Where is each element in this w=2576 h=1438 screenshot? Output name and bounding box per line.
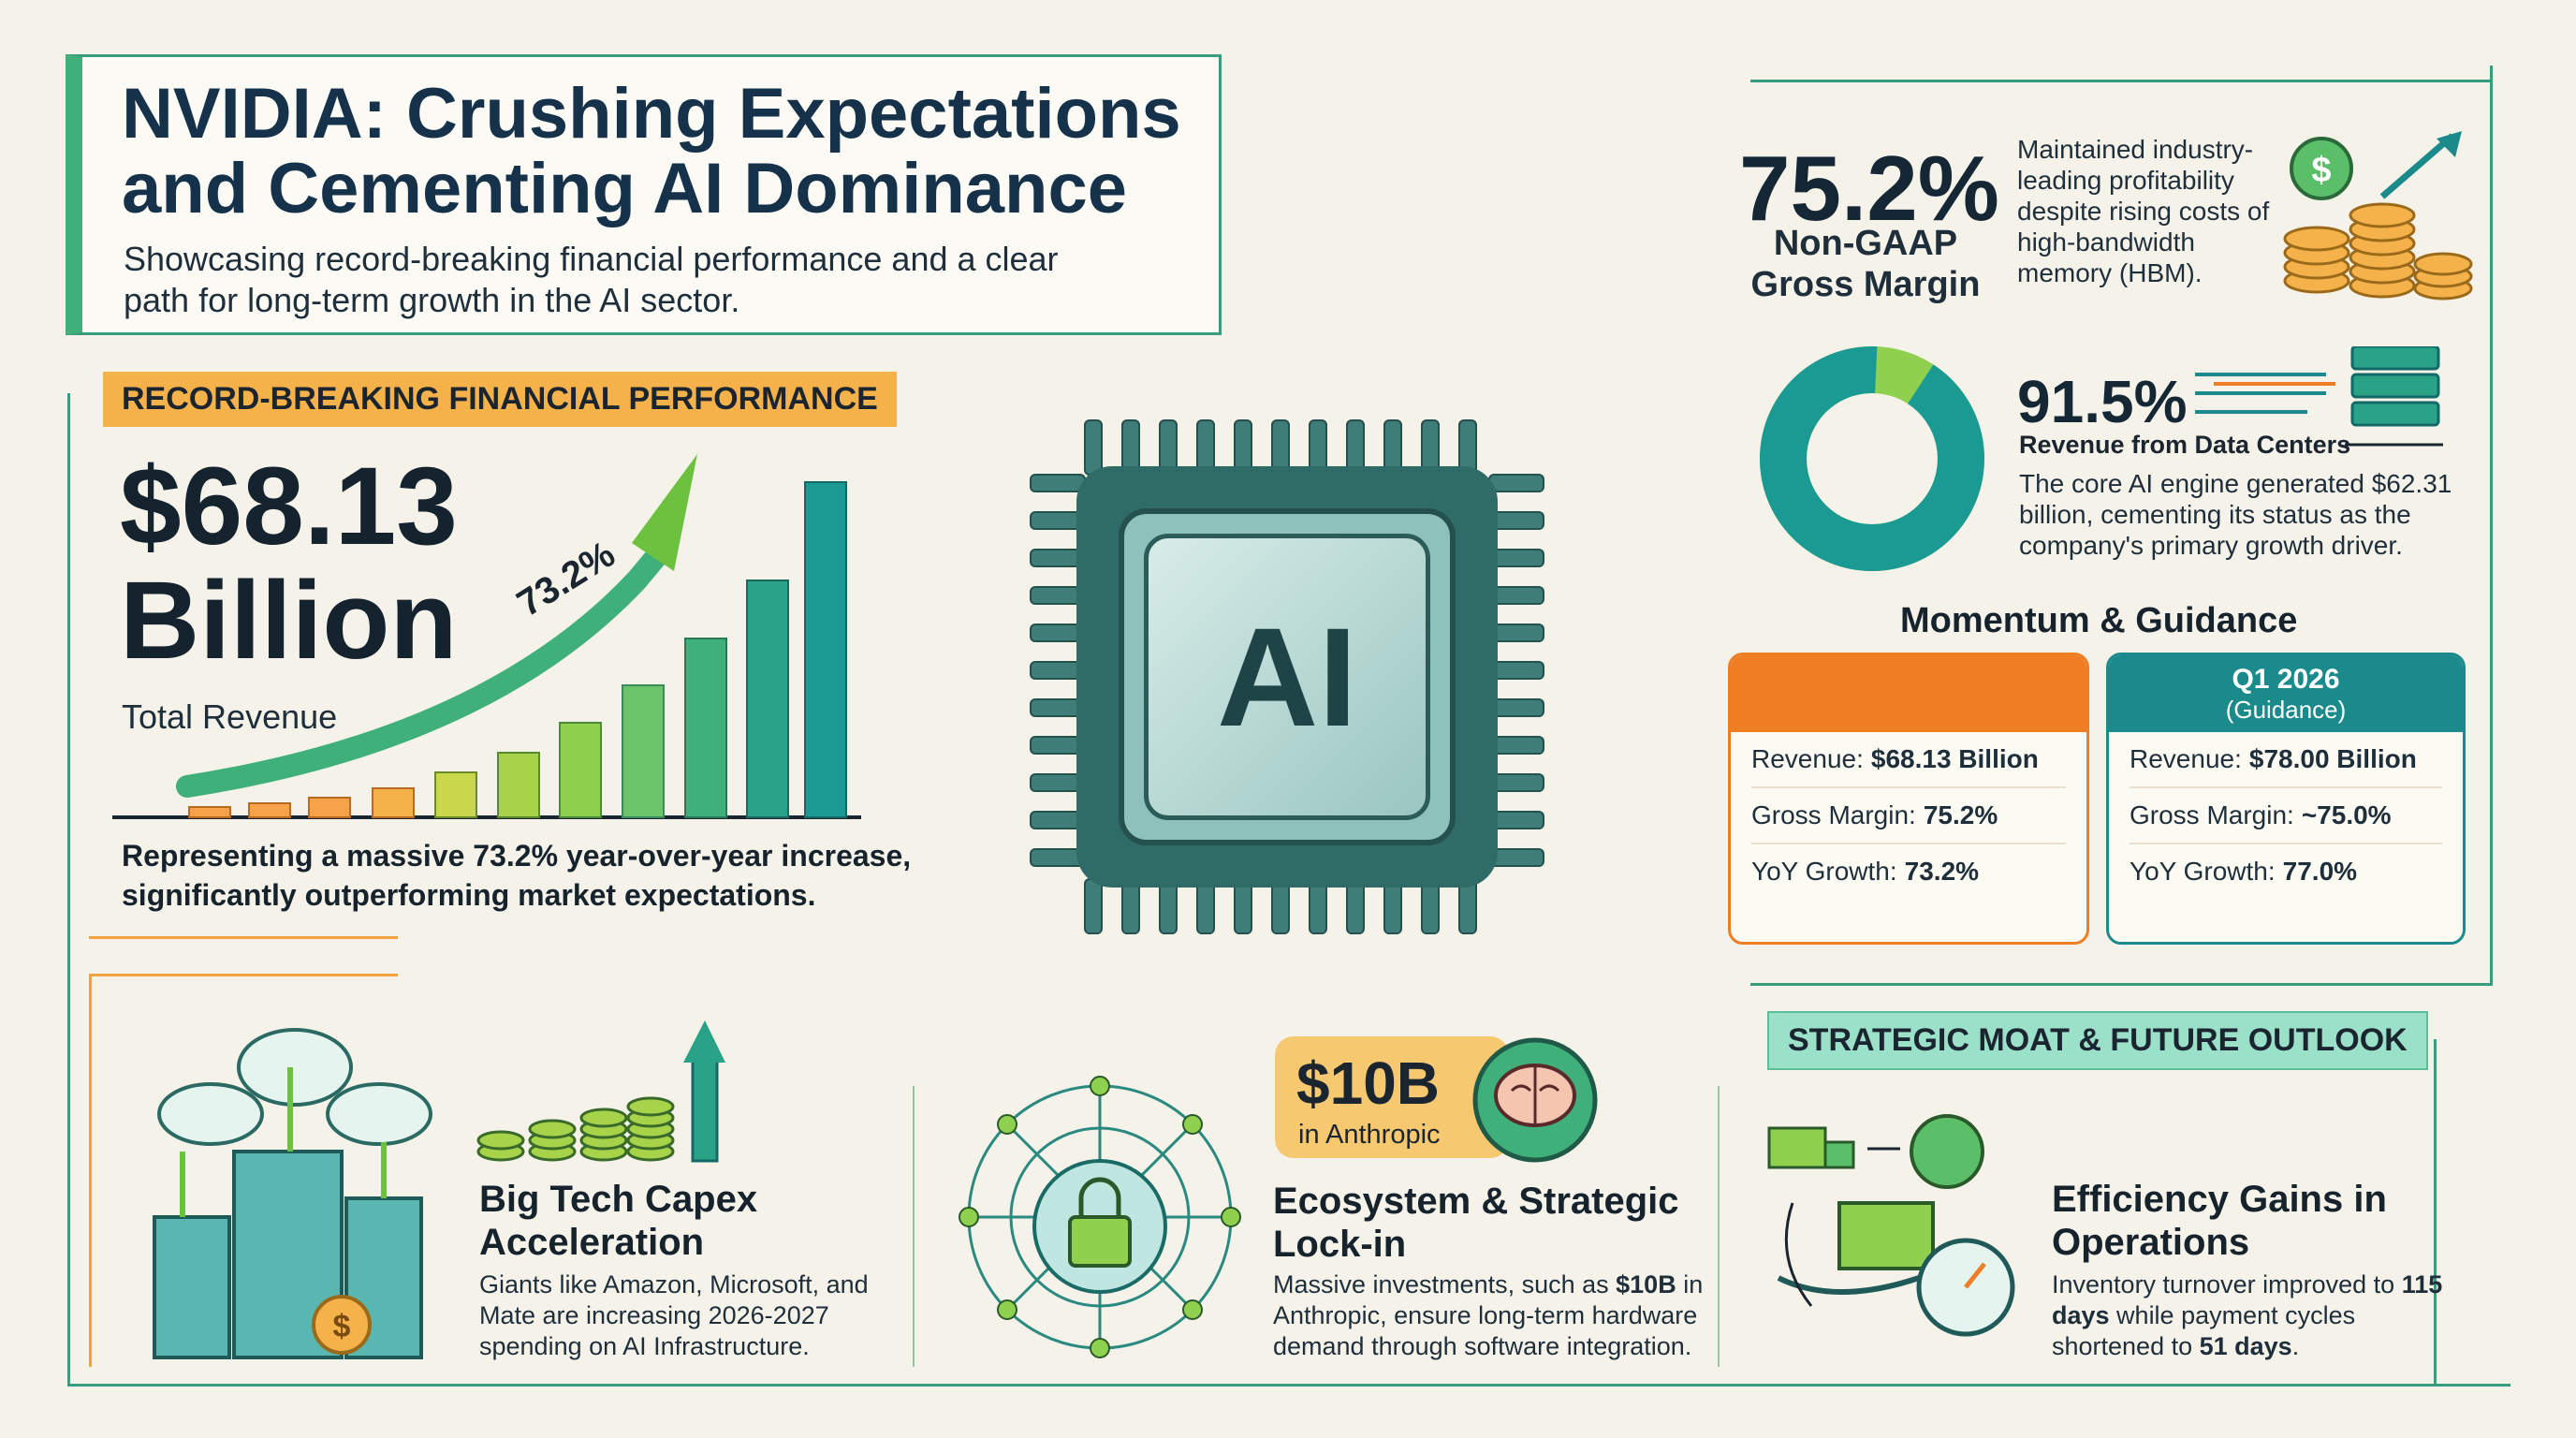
moat-frame-line bbox=[2434, 1039, 2437, 1386]
revenue-section-title: RECORD-BREAKING FINANCIAL PERFORMANCE bbox=[103, 372, 897, 427]
chip-label: AI bbox=[1217, 597, 1357, 756]
bottom-left-line bbox=[89, 974, 92, 1367]
ecosystem-description: Massive investments, such as $10B in Ant… bbox=[1273, 1270, 1704, 1360]
title-box bbox=[66, 54, 1222, 335]
growth-arrow-head bbox=[632, 454, 697, 571]
svg-text:$: $ bbox=[2311, 151, 2331, 190]
cloud-buildings-icon: $ bbox=[153, 1028, 432, 1359]
capex-title: Big Tech Capex Acceleration bbox=[479, 1179, 758, 1263]
guidance-card-header: Q1 2026 (Guidance) bbox=[2109, 655, 2463, 732]
efficiency-description: Inventory turnover improved to 115 days … bbox=[2052, 1270, 2443, 1360]
brain-icon bbox=[1472, 1037, 1598, 1163]
left-frame-line bbox=[67, 393, 70, 1386]
capex-description: Giants like Amazon, Microsoft, and Mate … bbox=[479, 1270, 869, 1360]
data-center-label: Revenue from Data Centers bbox=[2019, 431, 2351, 459]
revenue-label: Total Revenue bbox=[122, 697, 338, 736]
network-lock-icon bbox=[959, 1076, 1241, 1358]
growth-arrow-icon bbox=[176, 541, 671, 798]
guidance-card: Q1 2026 (Guidance) Revenue: $78.00 Billio… bbox=[2106, 653, 2466, 945]
current-quarter-header bbox=[1731, 655, 2086, 732]
revenue-growth-chart bbox=[112, 454, 861, 819]
bottom-divider bbox=[89, 974, 398, 976]
revenue-amount: $68.13 Billion bbox=[120, 445, 458, 682]
data-center-donut bbox=[1760, 346, 1984, 571]
server-rack-icon bbox=[2195, 346, 2443, 447]
revenue-description: Representing a massive 73.2% year-over-y… bbox=[122, 839, 912, 912]
card-row: Revenue: $68.13 Billion bbox=[1751, 732, 2066, 788]
chip-pin bbox=[1488, 474, 1544, 492]
right-frame-line bbox=[2490, 66, 2493, 983]
right-mid-line bbox=[1750, 983, 2493, 986]
bottom-divider-1 bbox=[913, 1086, 915, 1367]
anthropic-badge bbox=[1275, 1036, 1509, 1158]
logistics-cycle-icon bbox=[1767, 1114, 2015, 1337]
coins-icon: $ bbox=[2283, 131, 2473, 301]
page-subtitle: Showcasing record-breaking financial per… bbox=[124, 240, 1059, 319]
bottom-frame-line bbox=[67, 1384, 2510, 1387]
efficiency-title: Efficiency Gains in Operations bbox=[2052, 1179, 2387, 1263]
donut-data-center-slice bbox=[1760, 346, 1984, 571]
card-row: YoY Growth: 73.2% bbox=[1751, 857, 1980, 886]
rising-coins-icon bbox=[476, 1020, 725, 1163]
card-row: Gross Margin: 75.2% bbox=[1751, 788, 2066, 844]
gross-margin-value: 75.2% bbox=[1739, 137, 1999, 240]
data-center-description: The core AI engine generated $62.31 bill… bbox=[2019, 469, 2452, 560]
gross-margin-description: Maintained industry-leading profitabilit… bbox=[2017, 135, 2270, 287]
moat-section-title: STRATEGIC MOAT & FUTURE OUTLOOK bbox=[1767, 1011, 2428, 1070]
anthropic-amount: $10B bbox=[1296, 1049, 1440, 1117]
data-center-value: 91.5% bbox=[2017, 368, 2188, 435]
growth-bars bbox=[188, 481, 847, 818]
right-top-line bbox=[1750, 80, 2490, 82]
card-row: Gross Margin: ~75.0% bbox=[2130, 788, 2442, 844]
ecosystem-title: Ecosystem & Strategic Lock-in bbox=[1273, 1181, 1679, 1265]
current-quarter-card: Revenue: $68.13 Billion Gross Margin: 75.2… bbox=[1728, 653, 2089, 945]
svg-text:$: $ bbox=[333, 1309, 351, 1344]
card-row: YoY Growth: 77.0% bbox=[2130, 857, 2358, 886]
anthropic-label: in Anthropic bbox=[1298, 1120, 1441, 1150]
chip-pin bbox=[1084, 878, 1103, 934]
guidance-title: Momentum & Guidance bbox=[1900, 601, 2298, 640]
bottom-divider-2 bbox=[1718, 1086, 1720, 1367]
page-title: NVIDIA: Crushing Expectations and Cement… bbox=[122, 74, 1181, 228]
card-row: Revenue: $78.00 Billion bbox=[2130, 732, 2442, 788]
gross-margin-label: Non-GAAP Gross Margin bbox=[1750, 224, 1981, 304]
revenue-divider bbox=[89, 936, 398, 939]
chip-core bbox=[1144, 534, 1430, 820]
